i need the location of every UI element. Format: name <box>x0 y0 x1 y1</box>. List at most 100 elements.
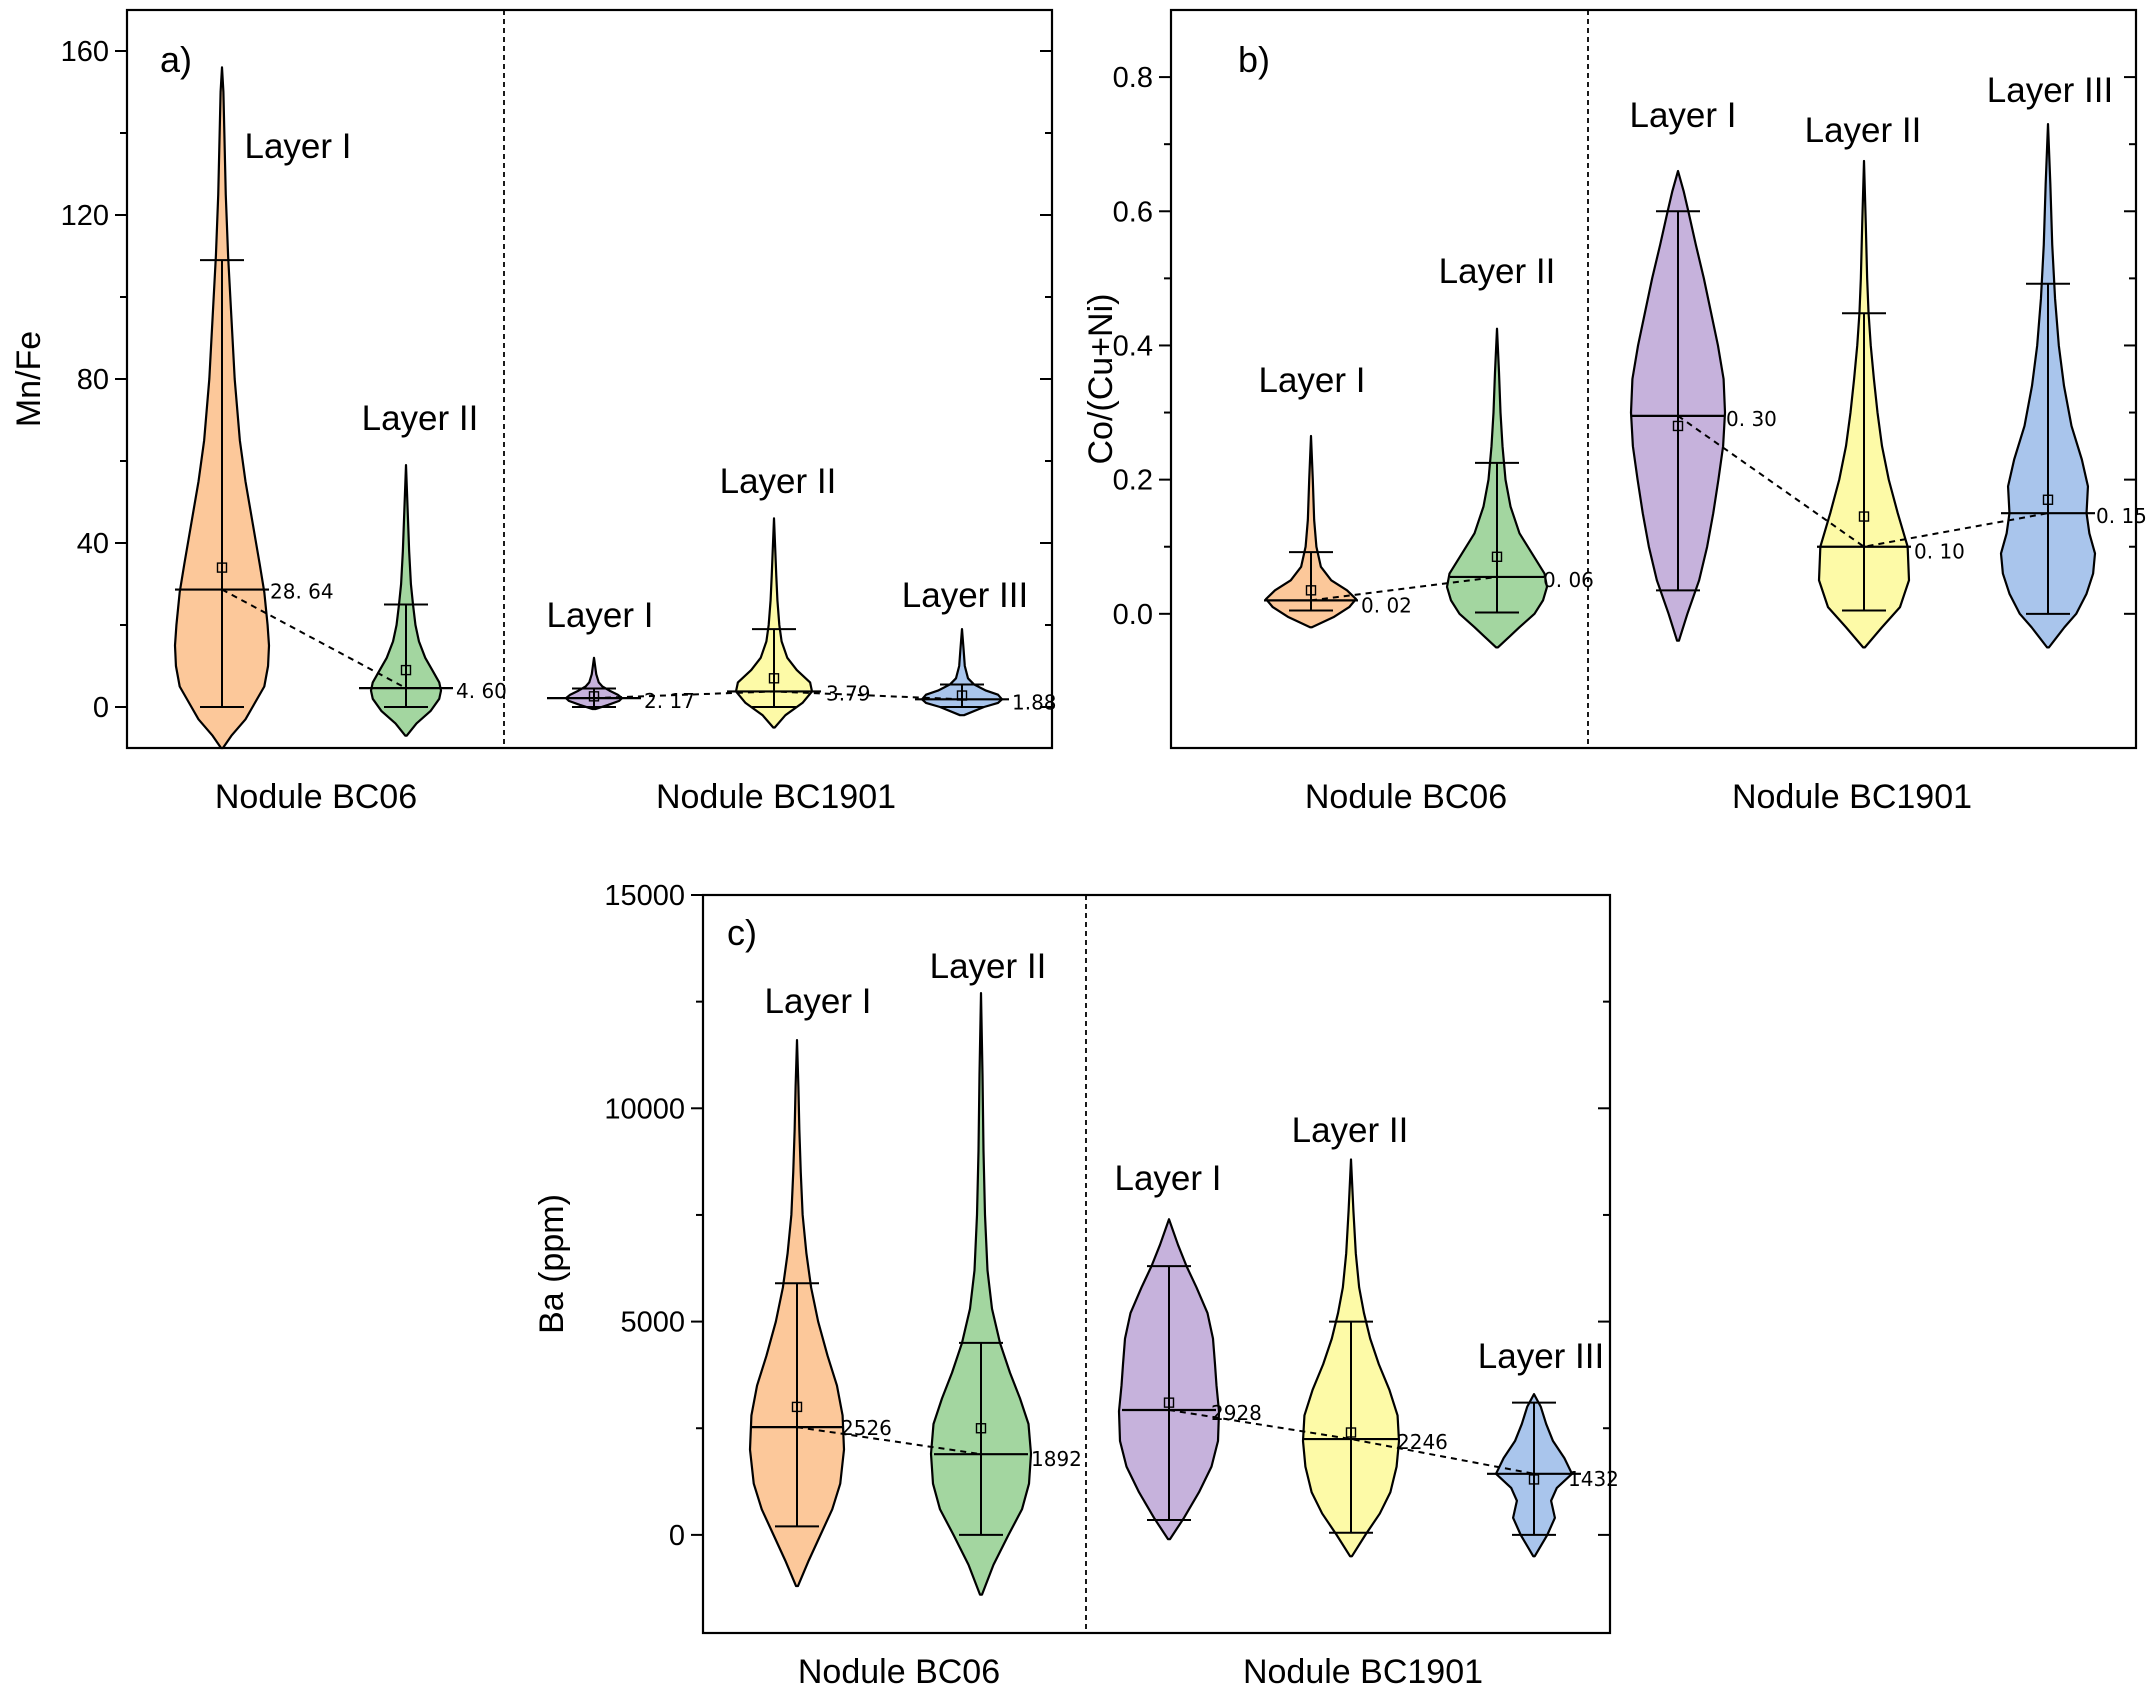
y-tick-label: 80 <box>77 364 109 396</box>
median-value-label: 1.88 <box>1012 690 1057 714</box>
y-tick-label: 0 <box>669 1520 685 1552</box>
y-tick-label: 0.4 <box>1113 330 1153 362</box>
violin-layer-ii: 3.79 Layer II <box>720 462 871 729</box>
median-trend-line <box>1310 575 1498 602</box>
y-tick-label: 0.8 <box>1113 62 1153 94</box>
mean-marker <box>768 673 780 684</box>
median-value-label: 0. 10 <box>1914 540 1965 564</box>
layer-label: Layer III <box>902 576 1028 615</box>
panel-c: 0 5000 10000 15000 Ba (ppm) c) Nodule BC06 Nodu… <box>533 880 1619 1688</box>
y-tick-label: 40 <box>77 528 109 560</box>
median-trend-line <box>1677 415 2049 548</box>
violin-layer-iii: 1432 Layer III <box>1478 1337 1619 1558</box>
violin-layer-ii: 1892 Layer II <box>929 947 1082 1596</box>
panel-letter: c) <box>727 912 757 953</box>
y-tick-label: 160 <box>61 36 109 68</box>
plot-frame <box>701 893 1612 1635</box>
y-tick-label: 5000 <box>620 1307 685 1339</box>
median-value-label: 2246 <box>1397 1430 1448 1454</box>
y-tick-label: 0.2 <box>1113 465 1153 497</box>
layer-label: Layer I <box>1259 361 1366 400</box>
mean-marker <box>1491 551 1503 562</box>
y-tick-label: 0 <box>93 692 109 724</box>
median-trend-line <box>221 588 407 690</box>
violin-layer-iii: 0. 15 Layer III <box>1987 71 2147 649</box>
mean-marker <box>791 1401 803 1413</box>
mean-marker <box>588 691 600 702</box>
median-trend-line <box>796 1426 982 1456</box>
group-label: Nodule BC06 <box>1305 778 1507 816</box>
y-axis-label: Mn/Fe <box>10 331 48 427</box>
y-tick-label: 0.6 <box>1113 196 1153 228</box>
violin-layer-ii: 0. 10 Layer II <box>1805 111 1965 649</box>
mean-marker <box>1305 585 1317 596</box>
violin-layer-iii: 1.88 Layer III <box>902 576 1057 717</box>
median-value-label: 2526 <box>841 1416 892 1440</box>
median-value-label: 0. 15 <box>2096 504 2147 528</box>
layer-label: Layer II <box>720 462 837 501</box>
median-value-label: 2. 17 <box>644 689 695 713</box>
median-value-label: 0. 02 <box>1361 593 1412 617</box>
violin-layer-i: 0. 02 Layer I <box>1259 361 1412 629</box>
violin-layer-i: 28. 64 Layer I <box>173 66 352 750</box>
mean-marker <box>1345 1427 1357 1438</box>
violin-layer-i: 0. 30 Layer I <box>1630 96 1777 642</box>
y-tick-label: 0.0 <box>1113 599 1153 631</box>
y-tick-label: 15000 <box>604 880 685 912</box>
median-value-label: 1432 <box>1568 1467 1619 1491</box>
median-value-label: 4. 60 <box>456 679 507 703</box>
mean-marker <box>400 664 412 676</box>
group-label: Nodule BC06 <box>215 778 417 816</box>
violin-layer-i: 2526 Layer I <box>748 982 892 1588</box>
layer-label: Layer II <box>930 947 1047 986</box>
panel-letter: b) <box>1238 39 1270 80</box>
panel-b: 0.0 0.2 0.4 0.6 0.8 Co/(Cu+Ni) b) Nodule BC06 No… <box>1082 8 2147 816</box>
mean-marker <box>1528 1474 1540 1485</box>
violin-body <box>1264 434 1358 629</box>
y-tick-label: 10000 <box>604 1093 685 1125</box>
layer-label: Layer II <box>1805 111 1922 150</box>
panel-a: 0 40 80 120 160 Mn/Fe a) Nodule BC06 Nodule BC19… <box>10 8 1057 816</box>
median-value-label: 1892 <box>1031 1447 1082 1471</box>
median-trend-line <box>1168 1408 1535 1475</box>
violin-layer-i: 2. 17 Layer I <box>547 596 695 713</box>
layer-label: Layer I <box>547 596 654 635</box>
violin-layer-ii: 4. 60 Layer II <box>359 399 507 737</box>
group-label: Nodule BC06 <box>798 1653 1000 1688</box>
layer-label: Layer II <box>1439 252 1556 291</box>
layer-label: Layer III <box>1987 71 2113 110</box>
layer-label: Layer III <box>1478 1337 1604 1376</box>
panel-letter: a) <box>160 39 192 80</box>
group-label: Nodule BC1901 <box>1732 778 1972 816</box>
layer-label: Layer II <box>362 399 479 438</box>
mean-marker <box>1163 1397 1175 1408</box>
mean-marker <box>956 690 968 701</box>
violin-body <box>734 517 814 729</box>
median-trend-line <box>593 690 963 701</box>
median-value-label: 28. 64 <box>270 580 334 604</box>
plot-frame <box>1169 8 2138 750</box>
median-value-label: 0. 06 <box>1543 568 1594 592</box>
layer-label: Layer II <box>1292 1111 1409 1150</box>
median-value-label: 0. 30 <box>1726 407 1777 431</box>
median-value-label: 3.79 <box>826 681 871 705</box>
violin-body <box>920 628 1004 717</box>
group-label: Nodule BC1901 <box>656 778 896 816</box>
layer-label: Layer I <box>765 982 872 1021</box>
layer-label: Layer I <box>245 127 352 166</box>
mean-marker <box>1672 420 1684 432</box>
y-tick-label: 120 <box>61 200 109 232</box>
layer-label: Layer I <box>1630 96 1737 135</box>
group-label: Nodule BC1901 <box>1243 1653 1483 1688</box>
violin-layer-ii: 2246 Layer II <box>1292 1111 1448 1558</box>
mean-marker <box>2042 494 2054 505</box>
mean-marker <box>975 1423 987 1434</box>
violin-layer-ii: 0. 06 Layer II <box>1439 252 1594 649</box>
violin-body <box>929 992 1033 1596</box>
layer-label: Layer I <box>1115 1159 1222 1198</box>
mean-marker <box>1858 511 1870 522</box>
y-axis-label: Ba (ppm) <box>533 1194 571 1334</box>
mean-marker <box>216 562 228 573</box>
